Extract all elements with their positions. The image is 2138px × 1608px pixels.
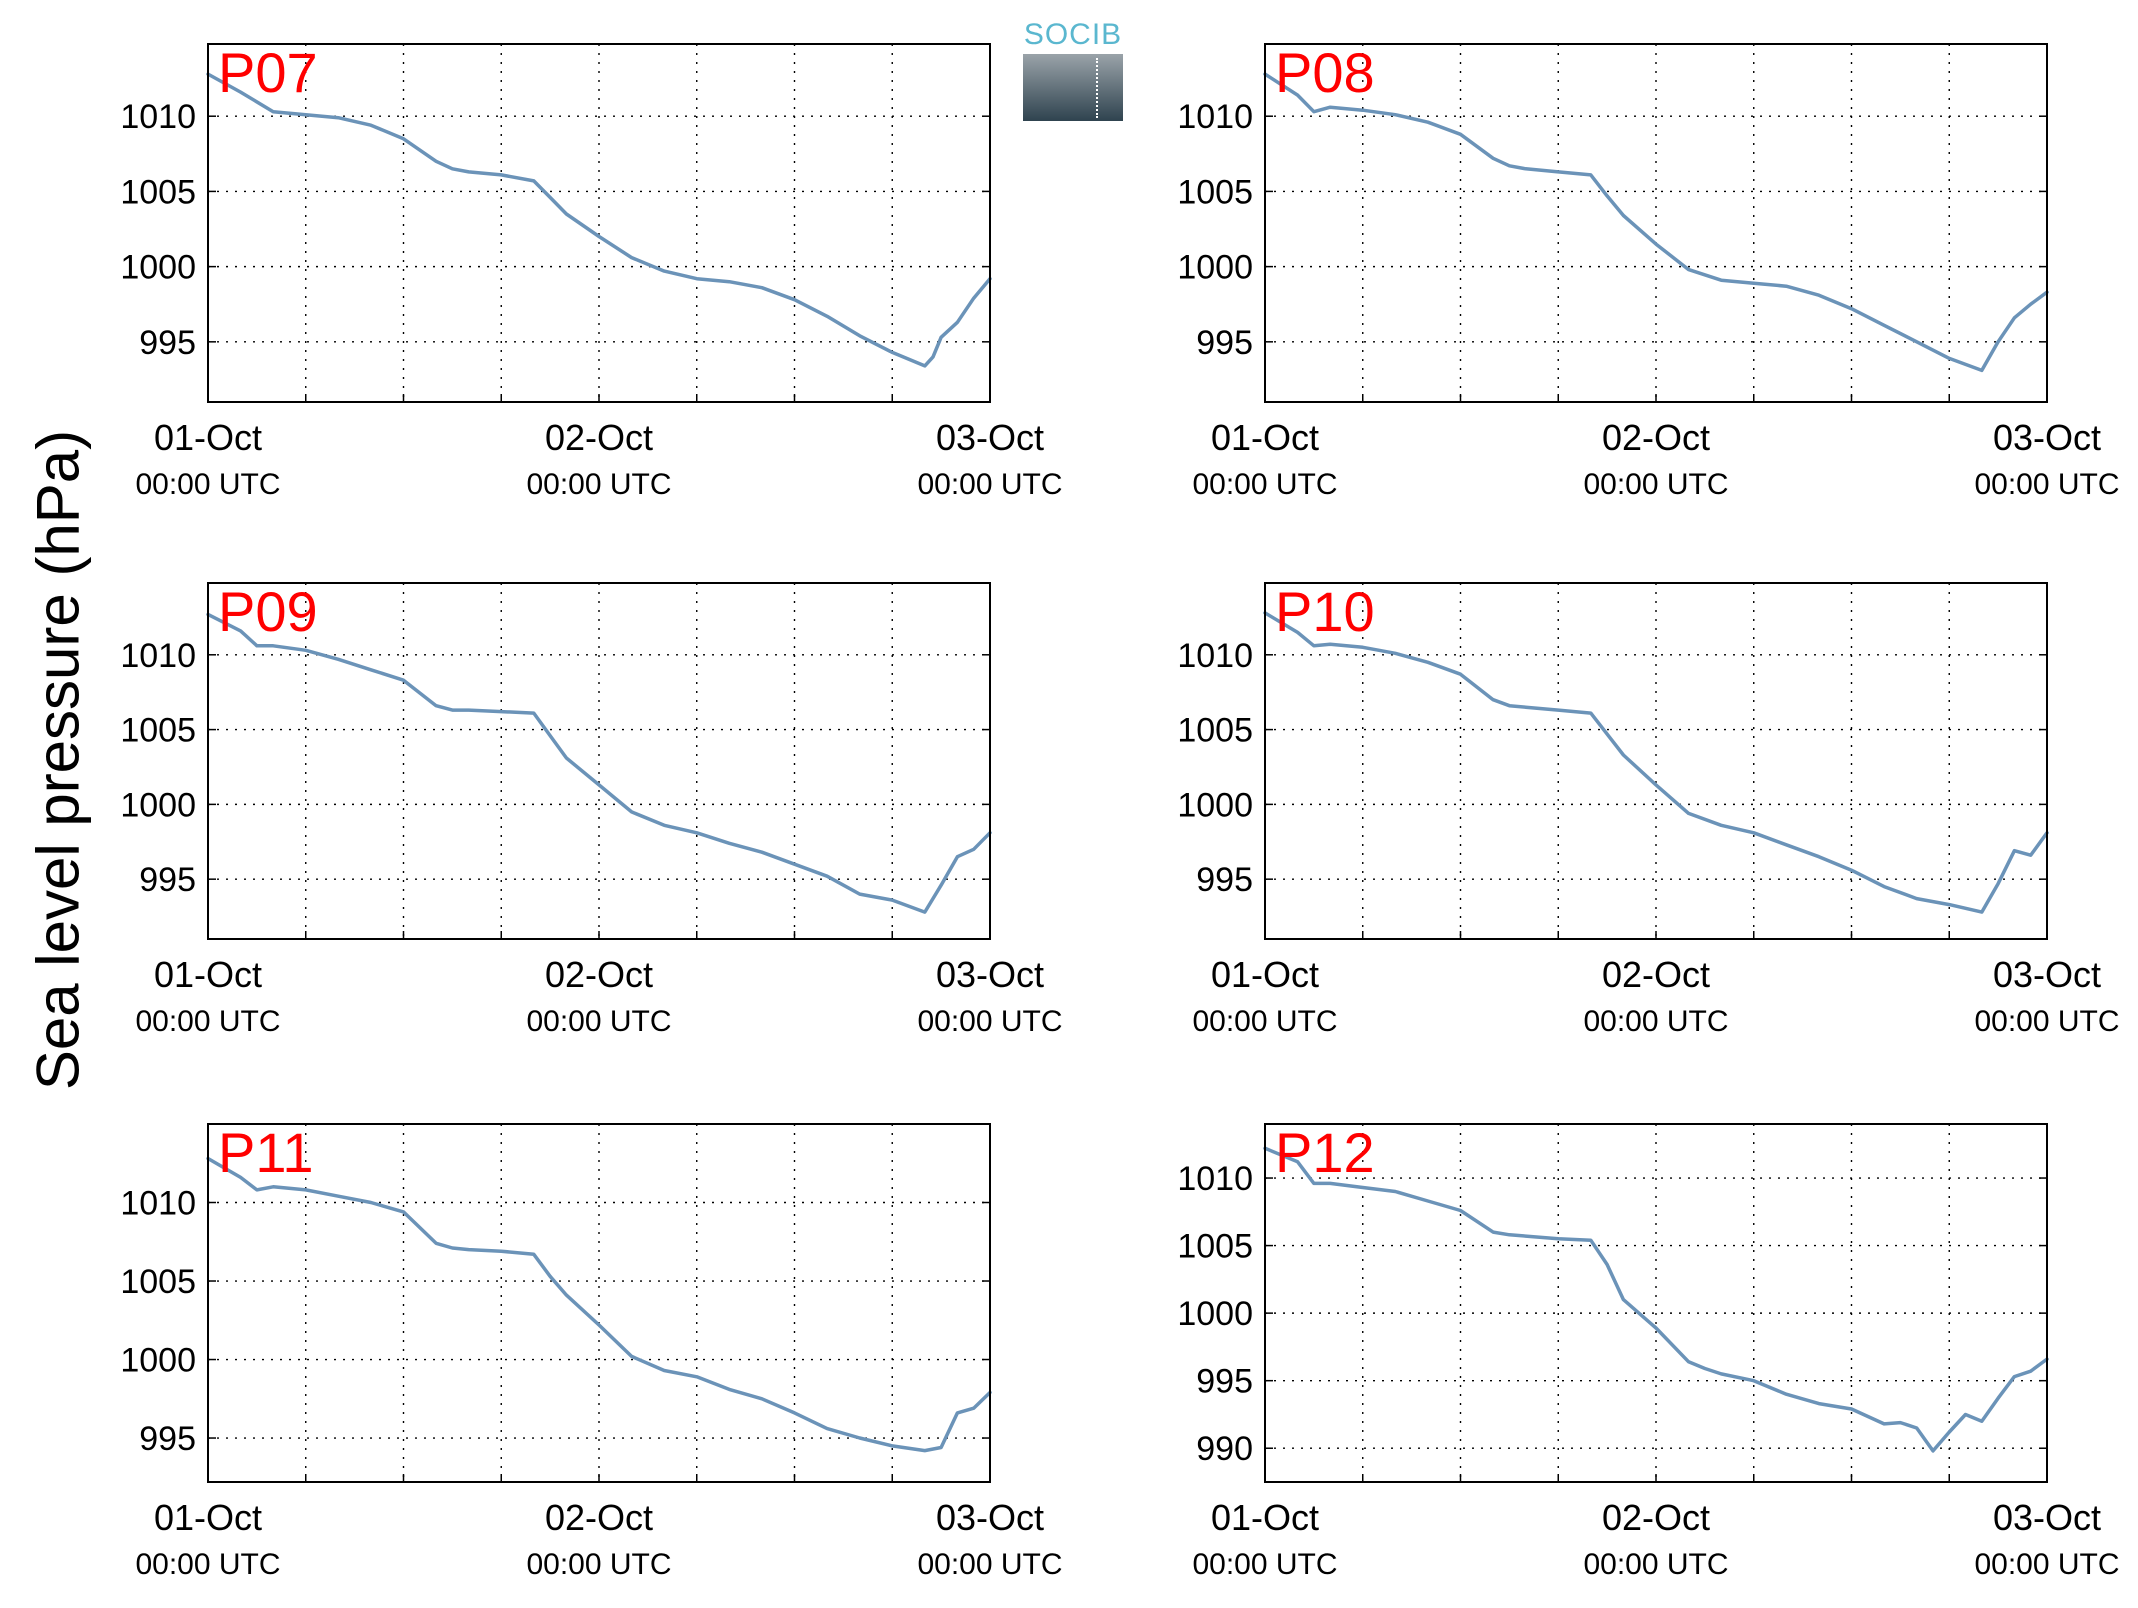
plot-frame — [207, 43, 991, 403]
y-tick-label: 1005 — [1177, 1228, 1253, 1266]
y-tick-label: 990 — [1196, 1430, 1253, 1468]
y-tick-label: 1005 — [1177, 712, 1253, 750]
x-tick-label: 01-Oct — [1211, 417, 1319, 458]
x-tick-label: 01-Oct — [154, 954, 262, 995]
chart-panel-P08: 995 1000 1005 1010 P08 01-Oct 00:00 UTC 02-Oct 0… — [1177, 41, 2119, 501]
panel-label: P09 — [218, 580, 318, 643]
x-tick-label: 02-Oct — [1602, 1497, 1710, 1538]
y-tick-label: 1000 — [1177, 1295, 1253, 1333]
pressure-series-line — [1263, 611, 2049, 914]
chart-panel-P07: 995 1000 1005 1010 P07 01-Oct 00:00 UTC 02-Oct 0… — [120, 41, 1062, 501]
y-tick-label: 995 — [1196, 324, 1253, 362]
x-tick-sublabel: 00:00 UTC — [1192, 1005, 1337, 1038]
socib-logo: SOCIB — [1023, 18, 1123, 121]
y-tick-label: 1010 — [1177, 1160, 1253, 1198]
y-tick-label: 995 — [139, 324, 196, 362]
x-tick-label: 01-Oct — [1211, 954, 1319, 995]
chart-panel-P10: 995 1000 1005 1010 P10 01-Oct 00:00 UTC 02-Oct 0… — [1177, 580, 2119, 1038]
x-tick-sublabel: 00:00 UTC — [1192, 468, 1337, 501]
plot-frame — [1264, 43, 2048, 403]
y-tick-label: 1000 — [120, 1342, 196, 1380]
x-tick-sublabel: 00:00 UTC — [526, 1548, 671, 1581]
plot-frame — [207, 1123, 991, 1483]
chart-panel-P12: 990 995 1000 1005 1010 P12 01-Oct 00:00 UTC 02-O… — [1177, 1121, 2119, 1581]
panel-label: P12 — [1275, 1121, 1375, 1184]
x-tick-sublabel: 00:00 UTC — [526, 1005, 671, 1038]
y-tick-label: 1010 — [120, 98, 196, 136]
panel-label: P11 — [218, 1121, 313, 1184]
x-tick-label: 02-Oct — [545, 1497, 653, 1538]
x-tick-sublabel: 00:00 UTC — [135, 1005, 280, 1038]
y-tick-label: 1010 — [1177, 98, 1253, 136]
x-tick-sublabel: 00:00 UTC — [135, 1548, 280, 1581]
pressure-series-line — [1263, 72, 2049, 373]
y-tick-label: 1010 — [120, 637, 196, 675]
pressure-series-line — [1263, 1146, 2049, 1453]
y-tick-label: 1000 — [1177, 786, 1253, 824]
logo-graphic — [1023, 54, 1123, 121]
plot-frame — [1264, 1123, 2048, 1483]
y-tick-label: 995 — [1196, 1363, 1253, 1401]
x-tick-label: 03-Oct — [936, 417, 1044, 458]
logo-dots — [1096, 58, 1098, 118]
x-tick-sublabel: 00:00 UTC — [1583, 1005, 1728, 1038]
x-tick-sublabel: 00:00 UTC — [1192, 1548, 1337, 1581]
x-tick-sublabel: 00:00 UTC — [1974, 468, 2119, 501]
x-tick-sublabel: 00:00 UTC — [1974, 1548, 2119, 1581]
chart-panel-P09: 995 1000 1005 1010 P09 01-Oct 00:00 UTC 02-Oct 0… — [120, 580, 1062, 1038]
x-tick-label: 02-Oct — [545, 417, 653, 458]
y-tick-label: 1010 — [1177, 637, 1253, 675]
x-tick-label: 03-Oct — [1993, 954, 2101, 995]
y-tick-label: 1010 — [120, 1185, 196, 1223]
x-tick-label: 03-Oct — [1993, 417, 2101, 458]
x-tick-label: 03-Oct — [1993, 1497, 2101, 1538]
panel-label: P08 — [1275, 41, 1375, 104]
x-tick-label: 03-Oct — [936, 954, 1044, 995]
x-tick-label: 01-Oct — [154, 417, 262, 458]
y-tick-label: 1005 — [1177, 173, 1253, 211]
logo-text: SOCIB — [1023, 18, 1123, 51]
x-tick-label: 01-Oct — [1211, 1497, 1319, 1538]
chart-panel-P11: 995 1000 1005 1010 P11 01-Oct 00:00 UTC 02-Oct 0… — [120, 1121, 1062, 1581]
x-tick-sublabel: 00:00 UTC — [1974, 1005, 2119, 1038]
plot-frame — [1264, 582, 2048, 940]
y-tick-label: 1000 — [120, 249, 196, 287]
x-tick-label: 02-Oct — [1602, 417, 1710, 458]
y-tick-label: 1000 — [1177, 249, 1253, 287]
y-tick-label: 1000 — [120, 786, 196, 824]
x-tick-sublabel: 00:00 UTC — [917, 468, 1062, 501]
y-tick-label: 1005 — [120, 712, 196, 750]
x-tick-label: 01-Oct — [154, 1497, 262, 1538]
y-tick-label: 995 — [1196, 861, 1253, 899]
x-tick-sublabel: 00:00 UTC — [917, 1005, 1062, 1038]
x-tick-label: 02-Oct — [545, 954, 653, 995]
x-tick-sublabel: 00:00 UTC — [1583, 1548, 1728, 1581]
pressure-series-line — [206, 1156, 992, 1453]
x-tick-label: 03-Oct — [936, 1497, 1044, 1538]
x-tick-label: 02-Oct — [1602, 954, 1710, 995]
y-tick-label: 1005 — [120, 173, 196, 211]
pressure-series-line — [206, 612, 992, 914]
pressure-series-line — [206, 72, 992, 368]
x-tick-sublabel: 00:00 UTC — [135, 468, 280, 501]
y-tick-label: 995 — [139, 861, 196, 899]
panel-label: P10 — [1275, 580, 1375, 643]
x-tick-sublabel: 00:00 UTC — [1583, 468, 1728, 501]
x-tick-sublabel: 00:00 UTC — [917, 1548, 1062, 1581]
y-tick-label: 995 — [139, 1420, 196, 1458]
x-tick-sublabel: 00:00 UTC — [526, 468, 671, 501]
panel-label: P07 — [218, 41, 318, 104]
y-tick-label: 1005 — [120, 1263, 196, 1301]
plot-frame — [207, 582, 991, 940]
